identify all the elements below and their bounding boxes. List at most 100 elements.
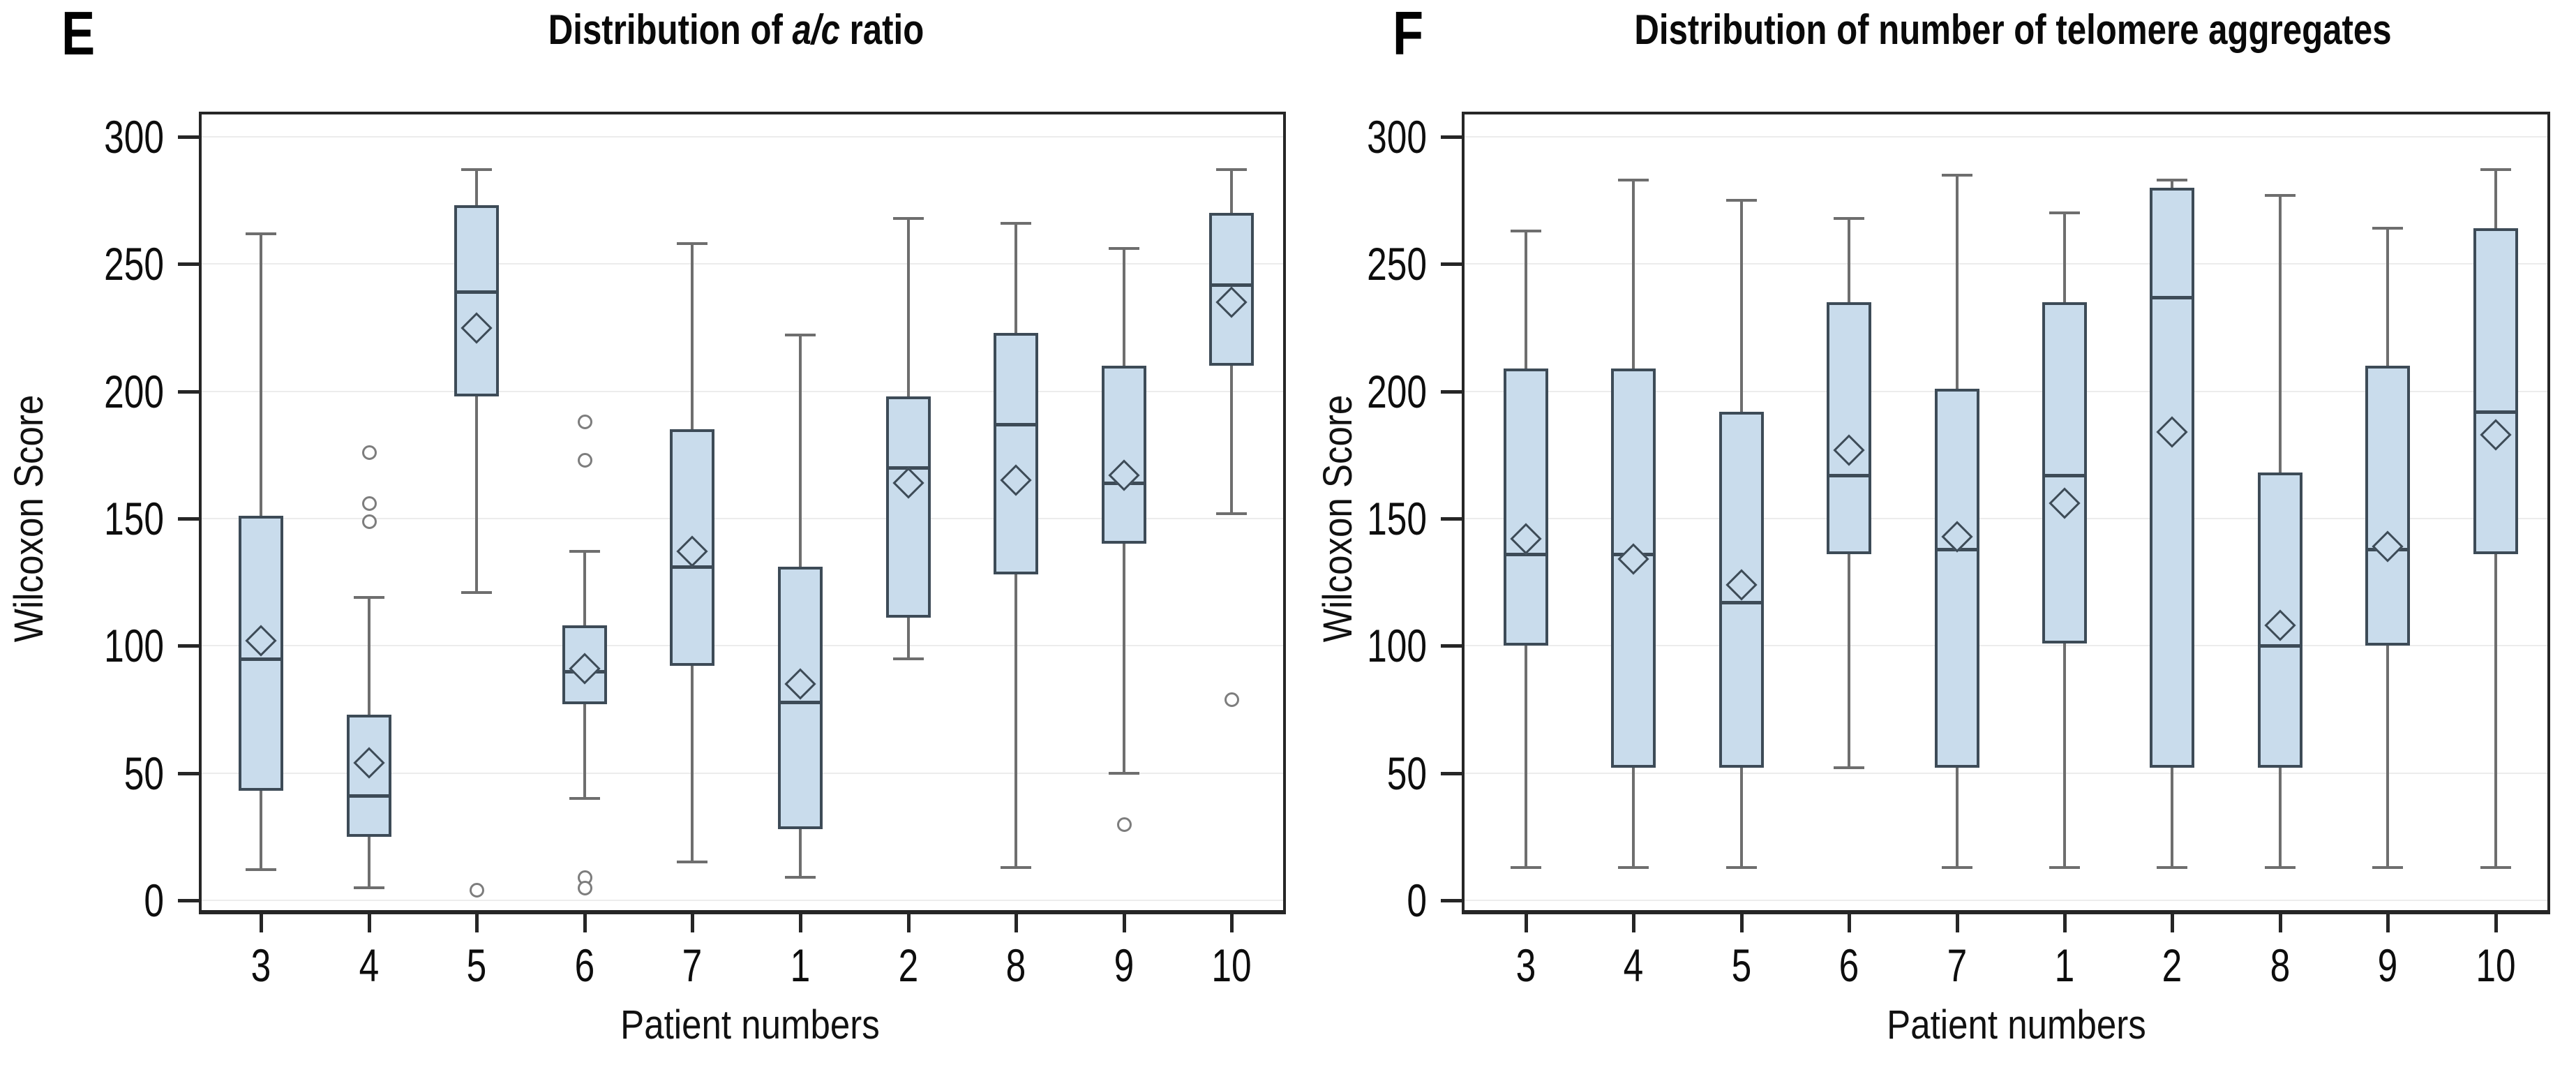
y-tick-label: 100 [1367, 620, 1427, 672]
whisker-cap-high [2372, 227, 2404, 230]
x-axis-label-e: Patient numbers [620, 1002, 880, 1048]
chart-title-e-prefix: Distribution of [548, 6, 793, 53]
x-tick-label: 7 [682, 939, 703, 991]
gridline [1465, 900, 2547, 901]
whisker-cap-low [246, 868, 276, 872]
whisker-cap-high [569, 550, 600, 553]
whisker-cap-high [246, 232, 276, 235]
outlier-point [361, 445, 377, 461]
box [1504, 368, 1548, 646]
x-tick [1739, 914, 1744, 932]
panel-letter-f: F [1393, 0, 1424, 68]
x-tick [2386, 914, 2390, 932]
y-tick [1441, 135, 1462, 139]
outlier-point [470, 883, 485, 898]
x-tick-label: 7 [1947, 939, 1967, 991]
whisker-cap-low [1725, 865, 1757, 869]
y-tick-label: 50 [1386, 747, 1427, 799]
x-tick-label: 9 [2377, 939, 2398, 991]
x-tick [691, 914, 695, 932]
gridline [1465, 390, 2547, 392]
y-tick [178, 771, 199, 775]
x-tick-label: 6 [574, 939, 595, 991]
box [1101, 366, 1146, 544]
gridline [202, 518, 1283, 519]
chart-title-e-suffix: ratio [839, 6, 924, 53]
median-line [239, 657, 283, 661]
box [2042, 302, 2087, 643]
x-tick-label: 8 [1005, 939, 1026, 991]
gridline [1465, 136, 2547, 137]
y-tick [1441, 262, 1462, 267]
x-tick [1525, 914, 1528, 932]
y-tick-label: 250 [104, 238, 164, 290]
chart-title-f-prefix: Distribution of number of telomere aggre… [1634, 6, 2392, 53]
box [346, 714, 391, 837]
outlier-point [361, 496, 377, 512]
plot-area-e [199, 112, 1286, 914]
x-tick [583, 914, 587, 932]
median-line [454, 290, 500, 295]
box [2365, 366, 2411, 646]
outlier-point [361, 514, 377, 529]
x-tick [367, 914, 371, 932]
box [994, 332, 1039, 575]
whisker-cap-low [1216, 512, 1248, 515]
gridline [1465, 772, 2547, 774]
gridline [202, 772, 1283, 774]
whisker-cap-high [2049, 211, 2080, 215]
box [2150, 187, 2195, 768]
y-tick-label: 300 [104, 111, 164, 163]
x-tick-label: 3 [250, 939, 271, 991]
median-line [670, 565, 715, 570]
x-tick-label: 5 [1731, 939, 1752, 991]
x-tick-label: 1 [2054, 939, 2075, 991]
x-tick-label: 9 [1114, 939, 1135, 991]
gridline [202, 136, 1283, 137]
box [670, 429, 715, 667]
box [1718, 411, 1764, 768]
x-tick [260, 914, 263, 932]
x-axis-label-f: Patient numbers [1887, 1002, 2146, 1048]
y-tick [1441, 517, 1462, 521]
whisker-cap-high [1834, 216, 1865, 220]
x-tick [1955, 914, 1959, 932]
chart-title-e-italic: a/c [792, 6, 840, 53]
box [885, 396, 931, 618]
y-tick-label: 150 [104, 493, 164, 544]
whisker-cap-low [2157, 865, 2188, 869]
median-line [2042, 474, 2087, 477]
x-tick [1632, 914, 1636, 932]
whisker-cap-low [1108, 771, 1139, 775]
y-tick [178, 262, 199, 267]
whisker-cap-low [353, 886, 384, 889]
median-line [346, 794, 391, 798]
y-tick-label: 200 [104, 365, 164, 417]
outlier-point [577, 415, 592, 430]
plot-area-f [1462, 112, 2550, 914]
outlier-point [1116, 817, 1132, 832]
x-tick-label: 8 [2270, 939, 2291, 991]
whisker-cap-low [677, 861, 708, 864]
x-tick [799, 914, 802, 932]
whisker-cap-low [892, 657, 924, 660]
outlier-point [577, 453, 592, 468]
x-tick [906, 914, 911, 932]
x-tick-label: 10 [2475, 939, 2516, 991]
whisker-cap-high [1618, 178, 1649, 181]
gridline [1465, 263, 2547, 265]
x-tick-label: 1 [790, 939, 811, 991]
x-tick [1014, 914, 1019, 932]
y-tick-label: 250 [1367, 238, 1427, 290]
gridline [202, 645, 1283, 647]
gridline [202, 900, 1283, 901]
x-tick [475, 914, 479, 932]
y-tick [1441, 389, 1462, 394]
box [1934, 389, 1979, 768]
whisker-cap-high [1108, 247, 1139, 251]
whisker-cap-high [2480, 168, 2511, 172]
y-tick [1441, 899, 1462, 902]
x-tick [2063, 914, 2067, 932]
